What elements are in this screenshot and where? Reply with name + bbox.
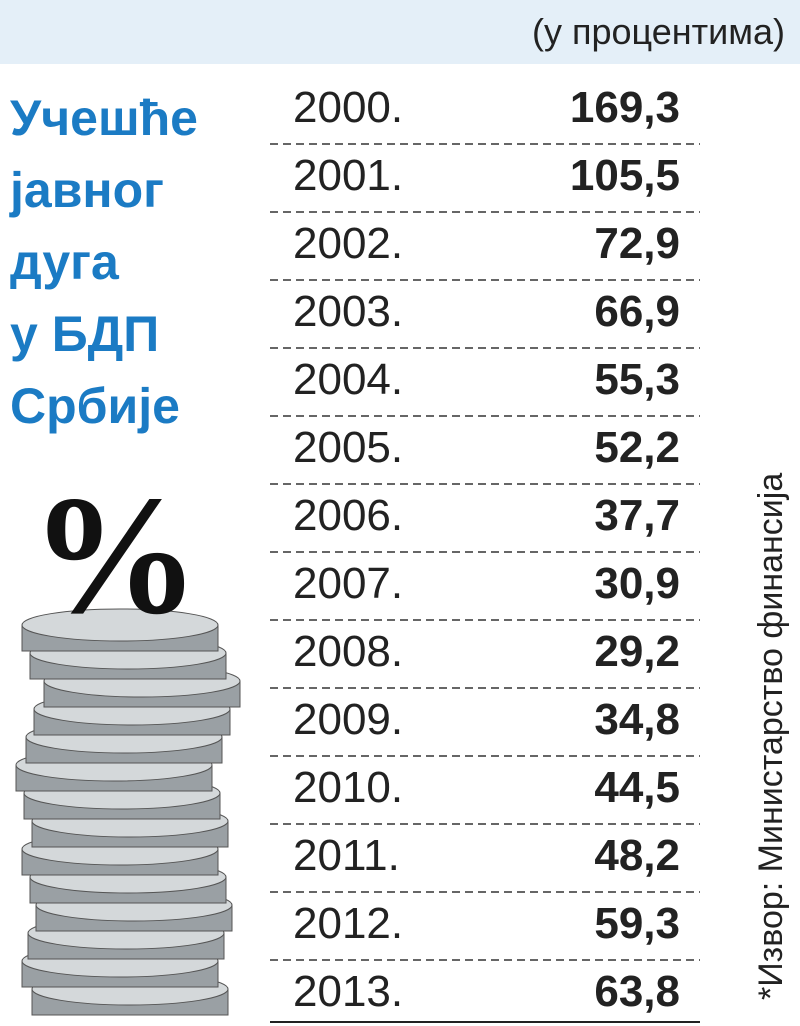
year-cell: 2004. [293,355,403,404]
year-cell: 2009. [293,695,403,744]
value-cell: 105,5 [570,151,680,200]
table: 2000. 169,3 2001. 105,5 2002. 72,9 2003. 66,9 20… [270,83,700,1016]
year-cell: 2011. [293,831,400,880]
unit-label: (у процентима) [532,11,785,52]
value-cell: 55,3 [594,355,680,404]
year-cell: 2013. [293,967,403,1016]
year-cell: 2006. [293,491,403,540]
value-cell: 169,3 [570,83,680,132]
value-cell: 72,9 [594,219,680,268]
title-line: Учешће [10,90,198,146]
value-cell: 30,9 [594,559,680,608]
year-cell: 2000. [293,83,403,132]
year-cell: 2007. [293,559,403,608]
coin-stack [15,608,241,1016]
title-line: Србије [10,378,180,434]
year-cell: 2003. [293,287,403,336]
value-cell: 52,2 [594,423,680,472]
value-cell: 34,8 [594,695,680,744]
title: Учешће јавног дуга у БДП Србије [9,90,198,434]
title-line: дуга [10,234,120,290]
value-cell: 63,8 [594,967,680,1016]
year-cell: 2010. [293,763,403,812]
percent-symbol: % [30,461,200,649]
year-cell: 2012. [293,899,403,948]
year-cell: 2008. [293,627,403,676]
value-cell: 59,3 [594,899,680,948]
title-line: у БДП [10,306,159,362]
value-cell: 44,5 [594,763,680,812]
value-cell: 66,9 [594,287,680,336]
header-band [0,0,800,64]
value-cell: 37,7 [594,491,680,540]
year-cell: 2005. [293,423,403,472]
year-cell: 2001. [293,151,403,200]
source-note: *Извор: Министарство финансија [752,473,790,1000]
value-cell: 48,2 [594,831,680,880]
value-cell: 29,2 [594,627,680,676]
coin-top [21,608,219,642]
title-line: јавног [9,162,164,218]
year-cell: 2002. [293,219,403,268]
